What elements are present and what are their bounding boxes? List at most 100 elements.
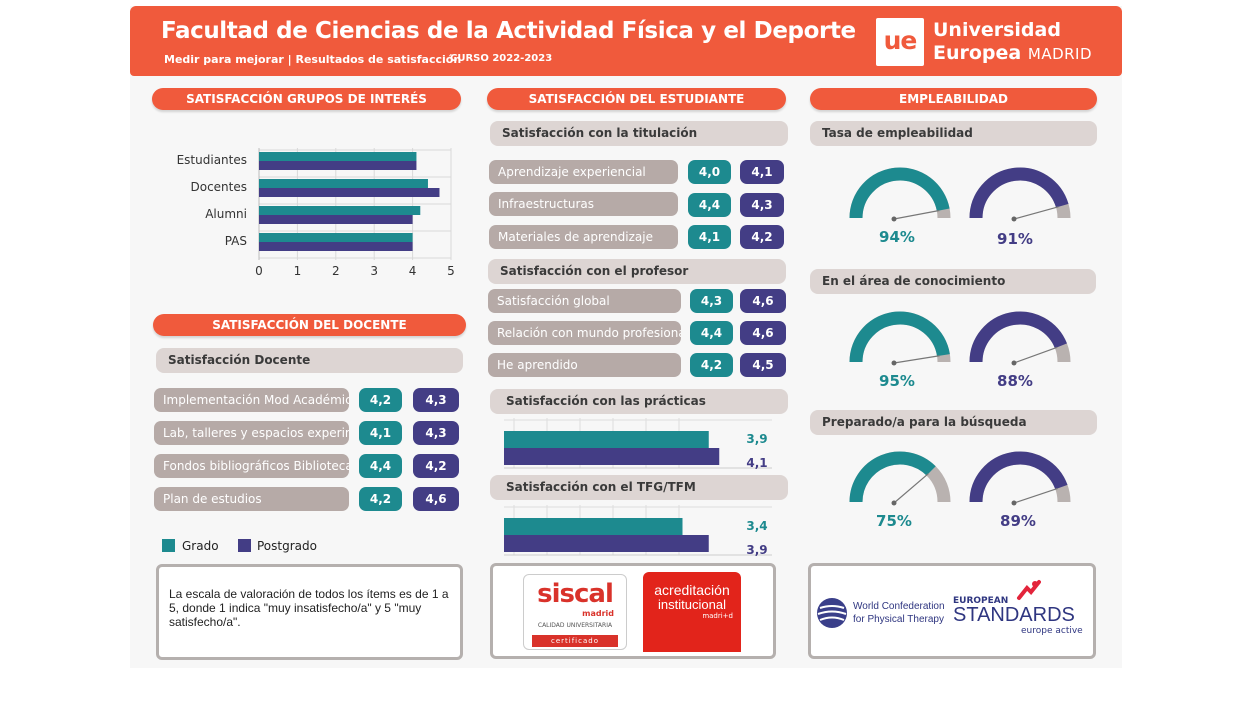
titulacion-grado-value: 4,1 (688, 225, 731, 249)
subhead-tasa-empleabilidad: Tasa de empleabilidad (810, 121, 1097, 146)
wcpt-line1: World Confederation (853, 601, 945, 612)
titulacion-postgrado-value: 4,1 (740, 160, 784, 184)
section-header-grupos: SATISFACCIÓN GRUPOS DE INTERÉS (152, 88, 461, 110)
bar-grado (504, 518, 683, 535)
wcpt-line2: for Physical Therapy (853, 614, 944, 625)
bar-postgrado (259, 188, 440, 197)
section-header-docente: SATISFACCIÓN DEL DOCENTE (153, 314, 466, 336)
data-label: 3,9 (746, 432, 767, 446)
gauge-hub (1011, 216, 1017, 222)
subhead-profesor: Satisfacción con el profesor (488, 259, 786, 284)
data-label: 3,9 (746, 543, 767, 557)
empleabilidad-gauges (849, 167, 1071, 506)
docente-postgrado-value: 4,3 (413, 421, 459, 445)
siscal-certificado-badge: certificado (532, 635, 618, 647)
gauge-value-arc (969, 167, 1069, 219)
docente-postgrado-value: 4,3 (413, 388, 459, 412)
profesor-row-label: He aprendido (488, 353, 681, 377)
partner-logos-box: World Confederation for Physical Therapy… (808, 563, 1096, 659)
category-label: PAS (225, 234, 247, 248)
gauge-value-arc (849, 311, 950, 363)
siscal-wordmark: siscal (537, 579, 614, 609)
titulacion-grado-value: 4,4 (688, 193, 731, 217)
docente-grado-value: 4,2 (359, 388, 402, 412)
grupos-bar-chart: Estudiantes Docentes Alumni PAS 0 1 2 3 4 5 (177, 148, 455, 278)
bar-grado (259, 206, 421, 215)
docente-postgrado-value: 4,2 (413, 454, 459, 478)
docente-grado-value: 4,4 (359, 454, 402, 478)
gauge-postgrado-percent: 89% (1000, 512, 1036, 530)
legend-postgrado-swatch (238, 539, 251, 552)
gauge-needle (1013, 487, 1058, 504)
university-city: MADRID (1027, 45, 1093, 63)
category-label: Estudiantes (177, 153, 247, 167)
titulacion-grado-value: 4,0 (688, 160, 731, 184)
page-title: Facultad de Ciencias de la Actividad Fís… (161, 18, 856, 44)
data-label: 3,4 (746, 519, 767, 533)
titulacion-row-label: Infraestructuras (489, 192, 678, 216)
page-subtitle: Medir para mejorar | Resultados de satis… (164, 53, 462, 66)
titulacion-postgrado-value: 4,2 (740, 225, 784, 249)
gauge-needle (893, 473, 929, 504)
acreditacion-line1: acreditación (654, 582, 730, 598)
bar-postgrado (504, 535, 709, 552)
gauge-needle (1013, 206, 1059, 220)
bar-postgrado (259, 215, 413, 224)
siscal-madrid: madrid (582, 609, 614, 618)
gauge-hub (891, 360, 897, 366)
docente-row-label: Plan de estudios (154, 487, 349, 511)
gauge-value-arc (969, 311, 1067, 363)
scale-note-text: La escala de valoración de todos los íte… (169, 587, 449, 629)
eu-standards-line2: STANDARDS (953, 604, 1075, 626)
bar-postgrado (259, 161, 417, 170)
profesor-postgrado-value: 4,6 (740, 289, 786, 313)
profesor-row-label: Satisfacción global (488, 289, 681, 313)
gauge-hub (891, 500, 897, 506)
gauge-hub (1011, 360, 1017, 366)
bar-postgrado (259, 242, 413, 251)
docente-row-label: Fondos bibliográficos Biblioteca (154, 454, 349, 478)
profesor-grado-value: 4,3 (690, 289, 733, 313)
university-name-line1: Universidad (933, 19, 1061, 41)
eu-standards-line1: EUROPEAN (953, 596, 1009, 606)
practicas-bar-chart: 3,9 4,1 (504, 418, 772, 470)
subhead-practicas: Satisfacción con las prácticas (490, 389, 788, 414)
siscal-caption: CALIDAD UNIVERSITARIA (537, 622, 613, 629)
docente-grado-value: 4,1 (359, 421, 402, 445)
gauge-hub (891, 216, 897, 222)
titulacion-row-label: Aprendizaje experiencial (489, 160, 678, 184)
category-label: Docentes (190, 180, 247, 194)
gauge-grado-percent: 95% (879, 372, 915, 390)
tick-label: 5 (447, 264, 455, 278)
gauge-needle (893, 355, 940, 364)
gauge-needle (1013, 346, 1058, 364)
profesor-postgrado-value: 4,6 (740, 321, 786, 345)
tick-label: 4 (409, 264, 417, 278)
section-header-estudiante: SATISFACCIÓN DEL ESTUDIANTE (487, 88, 786, 110)
gauge-value-arc (849, 451, 936, 503)
ue-logo: ue (876, 18, 924, 66)
subhead-titulacion: Satisfacción con la titulación (490, 121, 788, 146)
bar-grado (259, 233, 413, 242)
legend-grado-swatch (162, 539, 175, 552)
infographic-page: Facultad de Ciencias de la Actividad Fís… (130, 6, 1122, 668)
docente-row-label: Lab, talleres y espacios experim (154, 421, 349, 445)
gauge-needle (893, 209, 940, 220)
data-label: 4,1 (746, 456, 767, 470)
profesor-postgrado-value: 4,5 (740, 353, 786, 377)
header-banner: Facultad de Ciencias de la Actividad Fís… (130, 6, 1122, 76)
docente-grado-value: 4,2 (359, 487, 402, 511)
tick-label: 1 (294, 264, 302, 278)
siscal-logo: siscal madrid CALIDAD UNIVERSITARIA cert… (523, 574, 627, 650)
bar-postgrado (504, 448, 720, 465)
acreditacion-madrid: madri+d (702, 612, 733, 620)
wcpt-globe-icon (817, 598, 847, 628)
profesor-grado-value: 4,2 (690, 353, 733, 377)
europeactive-figure-icon (1017, 580, 1041, 600)
acreditacion-line2: institucional (658, 597, 726, 612)
certification-logos-box: siscal madrid CALIDAD UNIVERSITARIA cert… (490, 563, 776, 659)
scale-note-box: La escala de valoración de todos los íte… (156, 564, 463, 660)
university-name-europea: Europea (933, 42, 1022, 64)
gauge-postgrado-percent: 88% (997, 372, 1033, 390)
profesor-row-label: Relación con mundo profesional (488, 321, 681, 345)
